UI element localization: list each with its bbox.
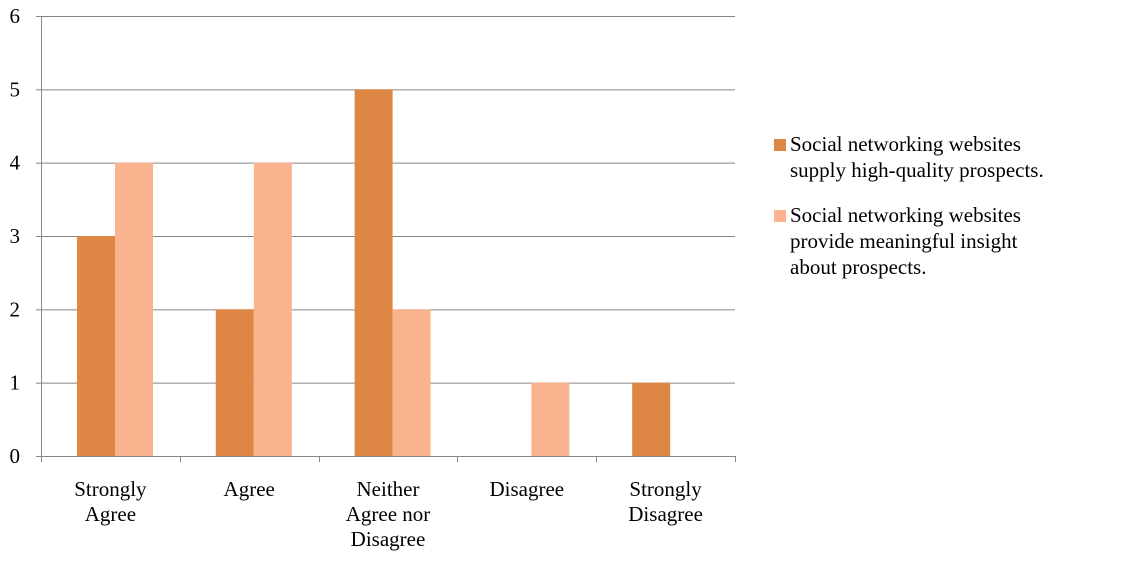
x-tick-label-3-line-3: Disagree (351, 527, 426, 551)
legend-label-series-2-line-3: about prospects. (790, 255, 927, 279)
axes (36, 16, 736, 462)
legend-swatch-series-1 (774, 139, 786, 151)
x-tick-label-1-line-1: Strongly (74, 477, 147, 501)
legend-label-series-2-line-1: Social networking websites (790, 203, 1021, 227)
legend-label-series-2-line-2: provide meaningful insight (790, 229, 1018, 253)
bar-series-2-4 (531, 382, 570, 456)
bar-series-1-3 (354, 89, 393, 456)
x-tick-label-3-line-1: Neither (357, 477, 420, 501)
legend-label-series-1-line-1: Social networking websites (790, 132, 1021, 156)
legend-item-series-2: Social networking websites provide meani… (774, 202, 1119, 280)
y-tick-label-5: 5 (10, 77, 21, 101)
legend-label-series-1-line-2: supply high-quality prospects. (790, 158, 1044, 182)
x-tick-label-3: Neither Agree nor Disagree (346, 477, 431, 551)
legend: Social networking websites supply high-q… (774, 131, 1119, 299)
bar-series-1-5 (632, 382, 671, 456)
bar-series-1-1 (77, 236, 115, 456)
bar-series-2-2 (253, 162, 292, 456)
x-tick-label-1: Strongly Agree (74, 477, 147, 526)
y-tick-label-4: 4 (10, 151, 21, 175)
x-tick-label-1-line-2: Agree (85, 502, 136, 526)
bar-series-1-2 (215, 309, 254, 456)
y-tick-label-2: 2 (10, 297, 21, 321)
y-tick-labels: 0 1 2 3 4 5 6 (10, 4, 21, 468)
x-tick-label-2: Agree (224, 477, 275, 501)
x-tick-label-4: Disagree (489, 477, 564, 501)
x-tick-label-5-line-2: Disagree (628, 502, 703, 526)
x-tick-label-4-line-1: Disagree (489, 477, 564, 501)
y-tick-label-1: 1 (10, 371, 21, 395)
y-tick-label-6: 6 (10, 4, 21, 28)
legend-swatch-series-2 (774, 210, 786, 222)
y-tick-label-3: 3 (10, 224, 21, 248)
bar-series-2-1 (115, 162, 153, 456)
y-tick-label-0: 0 (10, 444, 21, 468)
x-tick-label-2-line-1: Agree (224, 477, 275, 501)
bar-series-2-3 (392, 309, 431, 456)
x-tick-label-3-line-2: Agree nor (346, 502, 431, 526)
legend-item-series-1: Social networking websites supply high-q… (774, 131, 1119, 183)
x-tick-label-5: Strongly Disagree (628, 477, 703, 526)
bars (77, 89, 671, 456)
x-tick-label-5-line-1: Strongly (629, 477, 702, 501)
